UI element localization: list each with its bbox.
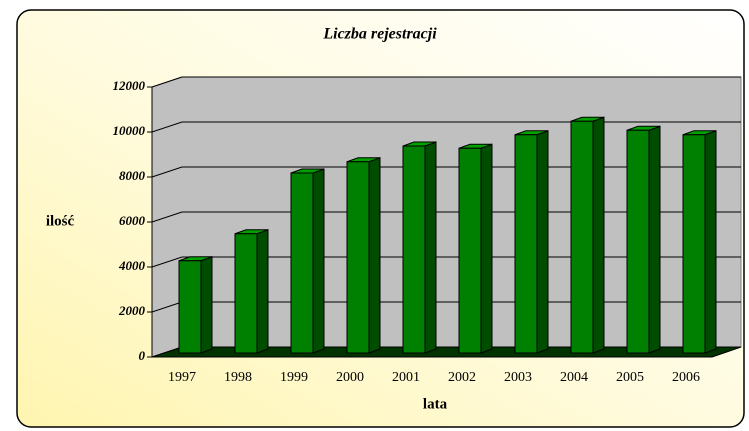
x-tick-label: 1998	[224, 370, 252, 385]
bar-side	[536, 130, 549, 354]
bar	[626, 129, 650, 354]
grid-line	[151, 256, 183, 268]
chart-title: Liczba rejestracji	[322, 26, 437, 43]
bar-side	[480, 143, 493, 354]
bar	[178, 260, 202, 354]
grid-line	[151, 346, 183, 358]
x-tick-label: 1997	[168, 370, 196, 385]
bar-side	[368, 157, 381, 354]
bar	[682, 134, 706, 354]
x-tick-label: 1999	[280, 370, 308, 385]
y-axis-label: ilość	[46, 213, 75, 229]
bar-side	[200, 256, 213, 354]
bar	[514, 134, 538, 354]
y-tick-label: 2000	[118, 303, 146, 318]
x-tick-label: 2005	[616, 370, 644, 385]
bar-side	[648, 125, 661, 354]
bar-side	[256, 229, 269, 354]
x-tick-label: 2006	[672, 370, 700, 385]
bar	[458, 147, 482, 354]
bar	[234, 233, 258, 354]
grid-line	[151, 76, 183, 88]
y-tick-label: 8000	[119, 168, 146, 183]
x-axis-label: lata	[423, 396, 448, 412]
grid-line	[151, 211, 183, 223]
grid-line	[151, 166, 183, 178]
bar-side	[704, 130, 717, 354]
y-tick-label: 6000	[119, 213, 146, 228]
x-tick-label: 2000	[336, 370, 364, 385]
x-tick-label: 2001	[392, 370, 420, 385]
bar-side	[592, 116, 605, 354]
bar-side	[312, 168, 325, 354]
x-tick-label: 2003	[504, 370, 532, 385]
bar	[346, 161, 370, 354]
y-tick-label: 0	[139, 348, 146, 363]
y-tick-label: 10000	[113, 123, 146, 138]
bar	[402, 145, 426, 354]
grid-line	[151, 121, 183, 133]
grid-line	[151, 301, 183, 313]
bar	[290, 172, 314, 354]
x-tick-label: 2004	[560, 370, 588, 385]
y-tick-label: 4000	[118, 258, 146, 273]
bar	[570, 120, 594, 354]
y-tick-label: 12000	[113, 78, 146, 93]
x-tick-label: 2002	[448, 370, 476, 385]
bar-side	[424, 141, 437, 354]
